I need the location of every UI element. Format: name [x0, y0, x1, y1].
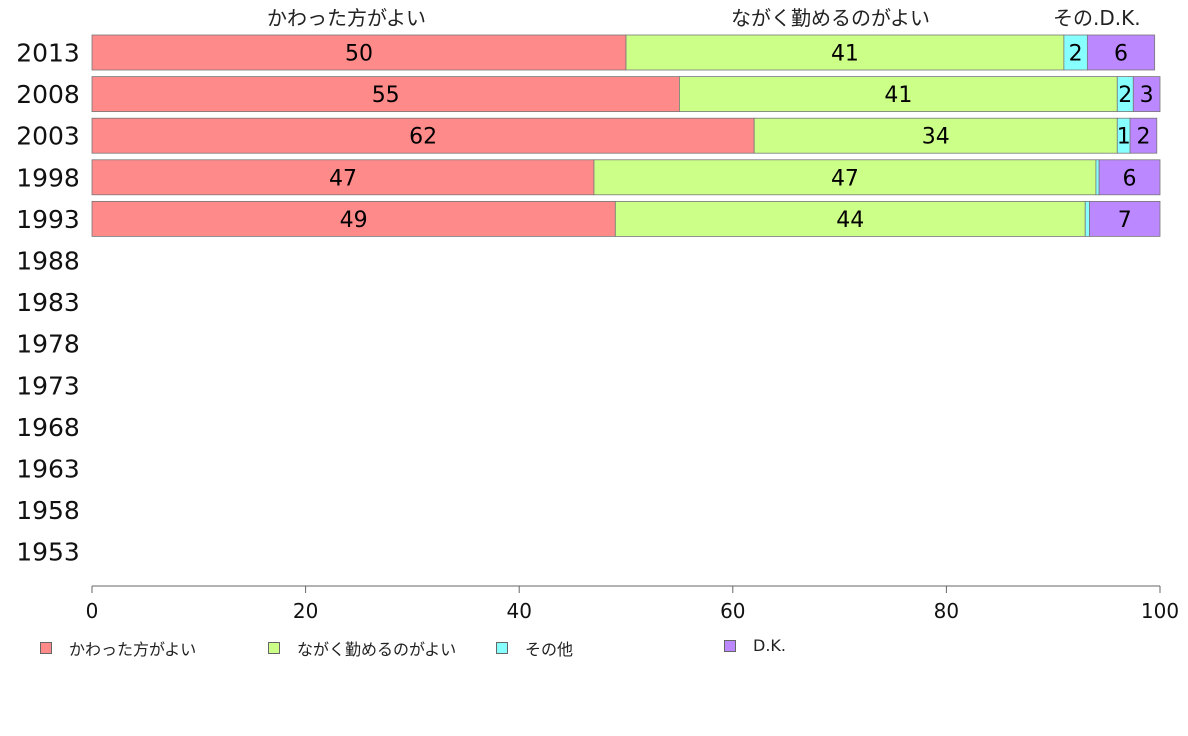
bar-2008-series-1 [91, 76, 680, 112]
bar-1993-series-1 [91, 200, 616, 237]
year-label-1968: 1968 [16, 413, 80, 442]
bar-1993-series-2 [614, 200, 1086, 237]
year-label-1993: 1993 [16, 205, 80, 234]
legend-label-3: その他 [525, 640, 574, 659]
header-label-2: ながく勤めるのがよい [731, 6, 930, 30]
x-tick-label-60: 60 [720, 599, 745, 623]
value-label-2008-series-3: 2 [1118, 83, 1132, 108]
x-tick-label-100: 100 [1141, 599, 1179, 623]
value-label-2003-series-2: 34 [922, 125, 950, 150]
year-label-1998: 1998 [16, 163, 80, 192]
value-label-1998-series-1: 47 [329, 166, 357, 191]
header-label-3: その.D.K. [1053, 6, 1141, 30]
legend: かわった方がよい ながく勤めるのがよい その他 D.K. [0, 636, 1188, 666]
year-label-2008: 2008 [16, 80, 80, 109]
year-label-1953: 1953 [16, 538, 80, 567]
x-tick-label-80: 80 [934, 599, 959, 623]
legend-label-4: D.K. [753, 636, 786, 655]
legend-label-1: かわった方がよい [69, 640, 197, 659]
legend-swatch-2 [268, 642, 280, 654]
year-label-1983: 1983 [16, 288, 80, 317]
legend-item-3: その他 [496, 636, 573, 660]
bar-1998-series-2 [593, 159, 1097, 196]
year-label-2013: 2013 [16, 39, 80, 68]
legend-swatch-1 [40, 642, 52, 654]
bar-2003-series-1 [91, 117, 755, 154]
bar-1998-series-3 [1095, 159, 1100, 196]
value-label-2003-series-3: 1 [1117, 125, 1131, 150]
year-label-1963: 1963 [16, 455, 80, 484]
value-label-1998-series-4: 6 [1123, 166, 1137, 191]
year-label-1988: 1988 [16, 247, 80, 276]
x-tick-label-20: 20 [293, 599, 318, 623]
year-label-1978: 1978 [16, 330, 80, 359]
legend-item-2: ながく勤めるのがよい [268, 636, 456, 660]
bar-2013-series-4 [1086, 34, 1156, 71]
legend-swatch-3 [496, 642, 508, 654]
header-label-1: かわった方がよい [267, 6, 426, 30]
value-label-2008-series-1: 55 [372, 83, 400, 108]
bar-2013-series-1 [91, 34, 627, 71]
legend-item-1: かわった方がよい [40, 636, 196, 660]
year-label-1973: 1973 [16, 371, 80, 400]
x-tick-label-0: 0 [86, 599, 99, 623]
x-tick-label-40: 40 [506, 599, 531, 623]
bar-1993-series-3 [1084, 200, 1090, 237]
bar-2003-series-2 [753, 117, 1118, 154]
value-label-2008-series-4: 3 [1140, 83, 1154, 108]
bar-2013-series-2 [625, 34, 1065, 71]
value-label-2008-series-2: 41 [884, 83, 912, 108]
year-label-2003: 2003 [16, 122, 80, 151]
value-label-2013-series-1: 50 [345, 42, 373, 67]
value-label-2003-series-4: 2 [1136, 125, 1150, 150]
stacked-bar-chart: かわった方がよい ながく勤めるのがよい その.D.K.201320082003199… [16, 6, 1179, 623]
bar-1993-series-4 [1089, 200, 1161, 237]
legend-label-2: ながく勤めるのがよい [297, 640, 457, 659]
bar-1998-series-4 [1098, 159, 1161, 196]
legend-item-4: D.K. [724, 636, 786, 655]
value-label-2013-series-3: 2 [1069, 42, 1083, 67]
bar-2003-series-4 [1129, 117, 1158, 154]
legend-swatch-4 [724, 639, 736, 652]
value-label-2003-series-1: 62 [409, 125, 437, 150]
value-label-1993-series-1: 49 [340, 208, 368, 233]
value-label-1993-series-4: 7 [1118, 208, 1132, 233]
value-label-1993-series-2: 44 [836, 208, 864, 233]
bar-1998-series-1 [91, 159, 595, 196]
bar-2008-series-4 [1132, 76, 1161, 112]
year-label-1958: 1958 [16, 496, 80, 525]
value-label-2013-series-2: 41 [831, 42, 859, 67]
value-label-2013-series-4: 6 [1114, 42, 1128, 67]
bar-2008-series-2 [679, 76, 1118, 112]
value-label-1998-series-2: 47 [831, 166, 859, 191]
